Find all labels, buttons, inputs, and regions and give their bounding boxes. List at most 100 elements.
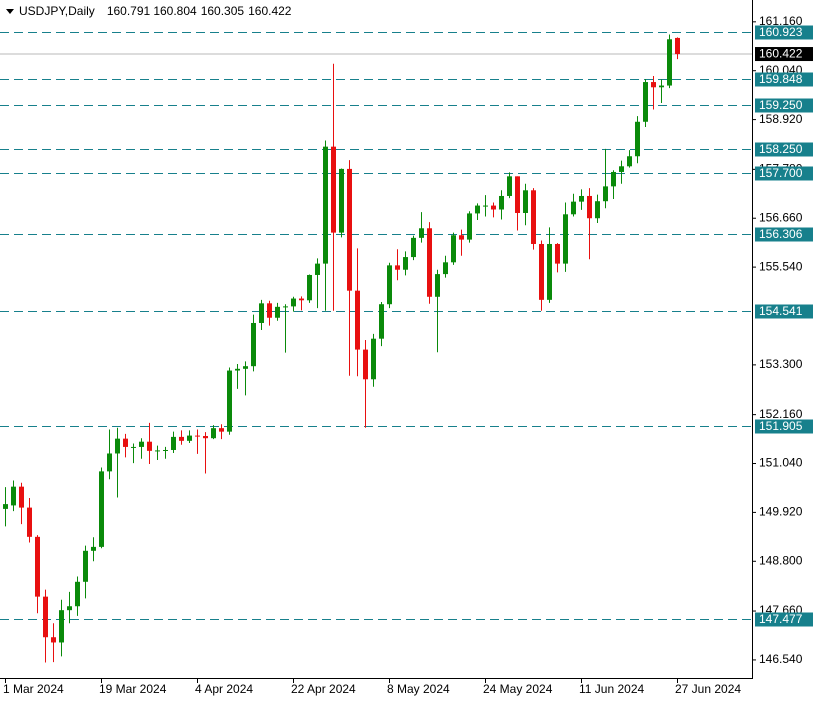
y-tick-label: 152.160: [759, 407, 803, 421]
candle-body: [155, 450, 160, 452]
candle-body: [267, 303, 272, 318]
level-label-box: [755, 98, 813, 113]
candle-body: [355, 290, 360, 350]
candle-body: [323, 146, 328, 264]
header-open: 160.791: [107, 4, 151, 18]
candle-body: [227, 370, 232, 432]
candle-body: [395, 265, 400, 270]
candle-body: [179, 436, 184, 441]
candle-body: [35, 536, 40, 597]
candle-body: [99, 471, 104, 547]
candle-body: [411, 237, 416, 258]
candle-body: [539, 243, 544, 300]
candle-body: [147, 441, 152, 451]
candle-body: [363, 349, 368, 380]
candle-body: [579, 195, 584, 202]
candle-body: [571, 201, 576, 215]
y-tick-label: 151.040: [759, 456, 803, 470]
candle-body: [243, 366, 248, 369]
x-tick-label: 24 May 2024: [483, 682, 553, 696]
level-label: 154.541: [759, 304, 803, 318]
candle-body: [107, 453, 112, 472]
header-low: 160.305: [201, 4, 245, 18]
candle-body: [427, 228, 432, 297]
candle-body: [403, 257, 408, 270]
candle-body: [467, 213, 472, 240]
candle-body: [451, 235, 456, 263]
candle-body: [299, 298, 304, 301]
level-label: 157.700: [759, 166, 803, 180]
candle-body: [291, 298, 296, 307]
candle-body: [211, 428, 216, 439]
menu-triangle: [6, 9, 14, 14]
candle-body: [523, 190, 528, 213]
candle-body: [75, 581, 80, 607]
candle-body: [483, 205, 488, 207]
candle-body: [331, 146, 336, 233]
candle-body: [219, 428, 224, 432]
candle-body: [51, 637, 56, 643]
candle-body: [531, 190, 536, 244]
candle-body: [515, 176, 520, 213]
level-label-box: [755, 419, 813, 434]
x-tick-label: 8 May 2024: [387, 682, 450, 696]
candle-body: [499, 195, 504, 210]
level-label: 160.923: [759, 25, 803, 39]
price-label-box: [755, 47, 813, 62]
y-tick-label: 158.920: [759, 112, 803, 126]
level-label: 151.905: [759, 419, 803, 433]
price-label: 160.422: [759, 47, 803, 61]
candle-body: [507, 176, 512, 196]
candle-body: [443, 262, 448, 275]
y-tick-label: 153.300: [759, 357, 803, 371]
y-tick-label: 155.540: [759, 259, 803, 273]
candle-body: [171, 436, 176, 450]
candle-body: [643, 82, 648, 122]
y-tick-label: 146.540: [759, 652, 803, 666]
candle-body: [203, 436, 208, 439]
level-label: 158.250: [759, 142, 803, 156]
candle-body: [339, 168, 344, 233]
candle-body: [387, 265, 392, 305]
level-label-box: [755, 304, 813, 319]
header-high: 160.804: [153, 4, 197, 18]
candle-body: [83, 550, 88, 582]
candle-body: [163, 449, 168, 451]
candle-body: [563, 214, 568, 264]
candle-body: [131, 446, 136, 448]
candle-body: [459, 235, 464, 240]
y-tick-label: 156.660: [759, 210, 803, 224]
candle-body: [587, 195, 592, 219]
candle-body: [659, 85, 664, 88]
candle-body: [611, 171, 616, 187]
candle-body: [595, 201, 600, 219]
candle-body: [635, 121, 640, 157]
candle-body: [315, 263, 320, 275]
level-label-box: [755, 142, 813, 157]
candle-body: [371, 338, 376, 380]
candle-body: [275, 306, 280, 318]
candle-body: [195, 435, 200, 437]
level-label-box: [755, 227, 813, 242]
candle-body: [251, 322, 256, 367]
x-tick-label: 11 Jun 2024: [579, 682, 644, 696]
candle-body: [115, 438, 120, 454]
candle-body: [435, 274, 440, 297]
level-label: 159.250: [759, 98, 803, 112]
candle-body: [675, 37, 680, 55]
y-tick-label: 161.160: [759, 14, 803, 28]
y-tick-label: 148.800: [759, 553, 803, 567]
header-close: 160.422: [248, 4, 292, 18]
candle-body: [491, 205, 496, 210]
candle-body: [651, 82, 656, 88]
candle-body: [379, 304, 384, 339]
plot-area: [0, 32, 752, 663]
x-tick-label: 4 Apr 2024: [195, 682, 253, 696]
candle-body: [27, 507, 32, 537]
candle-body: [283, 306, 288, 308]
level-label-box: [755, 166, 813, 181]
level-label: 147.477: [759, 612, 803, 626]
candle-body: [419, 228, 424, 238]
